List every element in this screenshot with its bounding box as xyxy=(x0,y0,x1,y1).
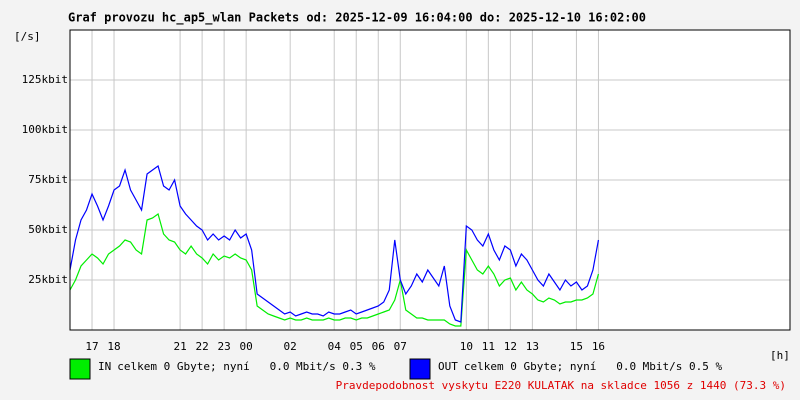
y-tick-label: 50kbit xyxy=(28,223,68,236)
x-tick-label: 07 xyxy=(394,340,407,353)
y-tick-label: 100kbit xyxy=(22,123,68,136)
x-tick-label: 15 xyxy=(570,340,583,353)
y-tick-label: 75kbit xyxy=(28,173,68,186)
x-tick-label: 16 xyxy=(592,340,605,353)
series-line xyxy=(69,213,600,327)
legend-name: IN xyxy=(98,360,111,373)
x-tick-label: 10 xyxy=(460,340,473,353)
y-tick-label: 125kbit xyxy=(22,73,68,86)
plot-border xyxy=(69,29,791,331)
x-tick-label: 18 xyxy=(107,340,120,353)
x-tick-label: 23 xyxy=(218,340,231,353)
legend-name: OUT xyxy=(438,360,458,373)
footer: Pravdepodobnost vyskytu E220 KULATAK na … xyxy=(336,379,786,392)
series-line xyxy=(69,165,600,323)
x-tick-label: 21 xyxy=(173,340,186,353)
legend-swatch xyxy=(69,358,91,380)
y-tick-label: 25kbit xyxy=(28,273,68,286)
x-tick-label: 00 xyxy=(240,340,253,353)
x-tick-label: 02 xyxy=(284,340,297,353)
x-tick-label: 13 xyxy=(526,340,539,353)
x-tick-label: 04 xyxy=(328,340,342,353)
chart-title: Graf provozu hc_ap5_wlan Packets od: 202… xyxy=(68,11,646,26)
legend-swatch xyxy=(409,358,431,380)
x-unit: [h] xyxy=(770,349,790,362)
x-tick-label: 11 xyxy=(482,340,495,353)
x-tick-label: 05 xyxy=(350,340,363,353)
x-tick-label: 12 xyxy=(504,340,517,353)
x-tick-label: 06 xyxy=(372,340,385,353)
legend-text: celkem 0 Gbyte; nyní 0.0 Mbit/s 0.5 % xyxy=(464,360,723,373)
x-tick-label: 17 xyxy=(85,340,98,353)
y-unit: [/s] xyxy=(14,30,41,43)
legend-text: celkem 0 Gbyte; nyní 0.0 Mbit/s 0.3 % xyxy=(117,360,376,373)
x-tick-label: 22 xyxy=(195,340,208,353)
